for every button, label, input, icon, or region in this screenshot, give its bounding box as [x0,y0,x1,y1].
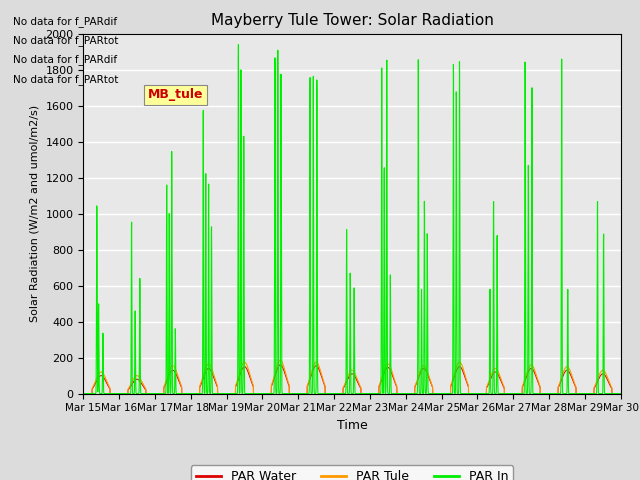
PAR Tule [79,391,87,396]
Line: PAR In: PAR In [83,45,621,394]
PAR Water [79,391,87,396]
PAR Tule [276,358,284,363]
PAR Water [276,362,284,368]
PAR In [503,391,511,396]
Line: PAR Water: PAR Water [83,365,621,394]
PAR Tule [617,391,625,396]
PAR Tule [472,391,480,396]
Text: No data for f_PARdif: No data for f_PARdif [13,16,117,27]
PAR In [616,391,624,396]
PAR Tule [443,391,451,396]
PAR Water [443,391,451,396]
Line: PAR Tule: PAR Tule [83,360,621,394]
Y-axis label: Solar Radiation (W/m2 and umol/m2/s): Solar Radiation (W/m2 and umol/m2/s) [30,105,40,322]
PAR Water [332,391,340,396]
Title: Mayberry Tule Tower: Solar Radiation: Mayberry Tule Tower: Solar Radiation [211,13,493,28]
PAR In [79,391,87,396]
Text: No data for f_PARtot: No data for f_PARtot [13,35,118,46]
PAR In [617,391,625,396]
PAR Tule [616,391,624,396]
PAR In [235,42,243,48]
X-axis label: Time: Time [337,419,367,432]
PAR Water [617,391,625,396]
PAR Tule [503,391,511,396]
PAR Water [472,391,480,396]
PAR Tule [332,391,340,396]
Text: MB_tule: MB_tule [148,88,204,101]
Text: No data for f_PARtot: No data for f_PARtot [13,73,118,84]
PAR In [443,391,451,396]
PAR Water [616,391,624,396]
PAR Tule [176,379,184,384]
PAR In [332,391,340,396]
Text: No data for f_PARdif: No data for f_PARdif [13,54,117,65]
Legend: PAR Water, PAR Tule, PAR In: PAR Water, PAR Tule, PAR In [191,465,513,480]
PAR In [472,391,480,396]
PAR Water [503,391,511,396]
PAR In [176,391,184,396]
PAR Water [176,381,184,386]
